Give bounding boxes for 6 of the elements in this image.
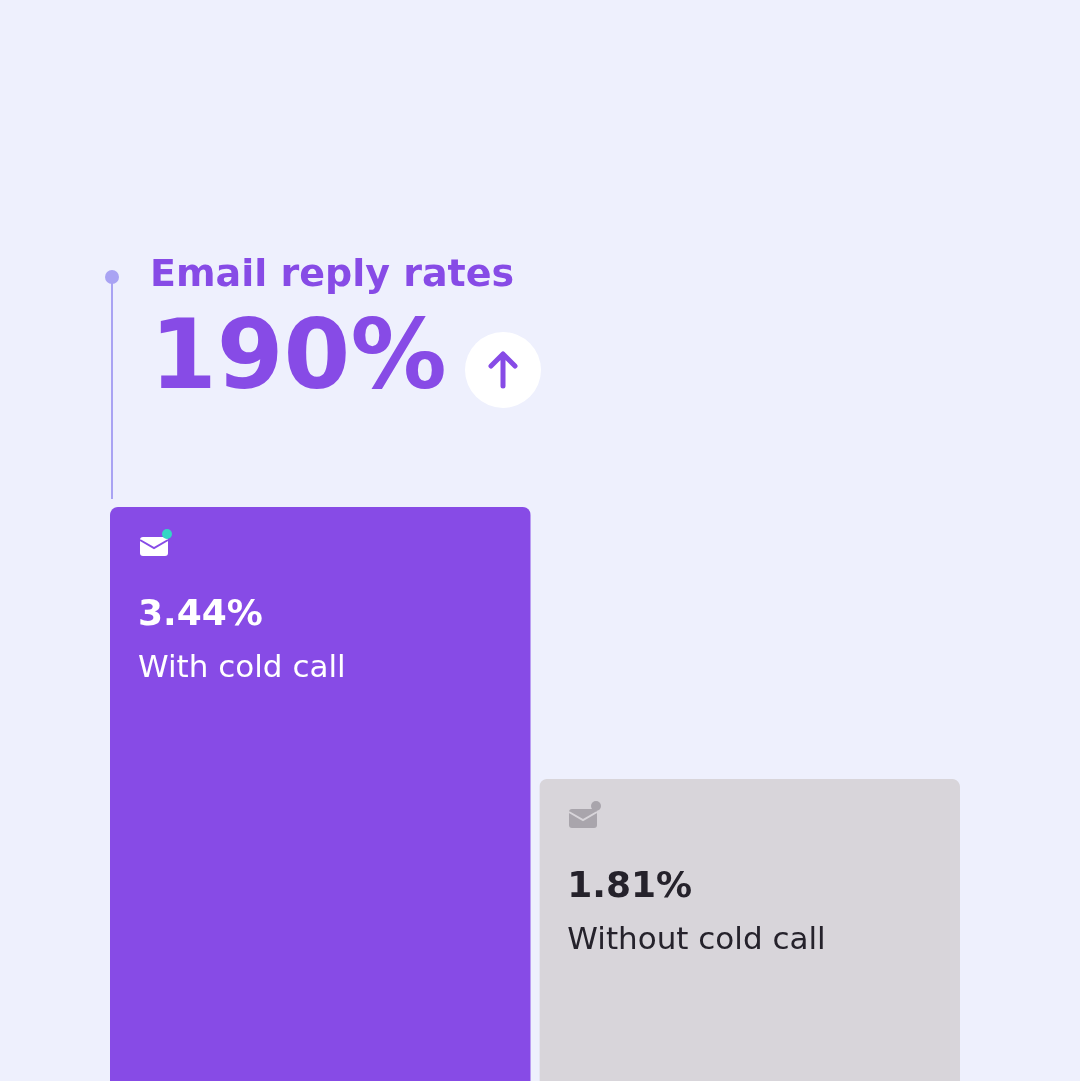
x-tick-label: With cold call bbox=[138, 648, 346, 684]
data-label: 1.81% bbox=[567, 863, 693, 905]
data-label: 3.44% bbox=[138, 592, 263, 633]
x-tick-label: Without cold call bbox=[567, 919, 826, 956]
chart-subtitle: 190% bbox=[150, 299, 447, 411]
chart-title: Email reply rates bbox=[150, 251, 515, 295]
